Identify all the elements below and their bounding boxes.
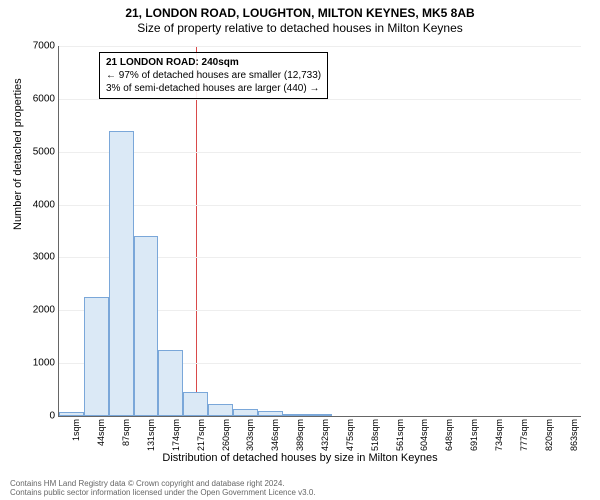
info-line-3: 3% of semi-detached houses are larger (4… [106, 82, 321, 95]
histogram-bar [84, 297, 109, 416]
histogram-bar [258, 411, 283, 416]
x-tick-label: 303sqm [245, 419, 255, 451]
footer-line-2: Contains public sector information licen… [10, 488, 316, 498]
gridline [59, 46, 581, 47]
y-tick-label: 2000 [33, 305, 59, 316]
info-box: 21 LONDON ROAD: 240sqm ← 97% of detached… [99, 52, 328, 99]
y-tick-label: 4000 [33, 199, 59, 210]
x-axis-label: Distribution of detached houses by size … [0, 452, 600, 464]
histogram-chart: 21 LONDON ROAD: 240sqm ← 97% of detached… [58, 46, 581, 417]
footer: Contains HM Land Registry data © Crown c… [10, 479, 316, 498]
x-tick-label: 475sqm [345, 419, 355, 451]
histogram-bar [233, 409, 258, 416]
x-tick-label: 777sqm [519, 419, 529, 451]
histogram-bar [308, 414, 333, 416]
info-line-1: 21 LONDON ROAD: 240sqm [106, 56, 321, 69]
x-tick-label: 44sqm [96, 419, 106, 446]
x-tick-label: 217sqm [196, 419, 206, 451]
page-title: 21, LONDON ROAD, LOUGHTON, MILTON KEYNES… [0, 6, 600, 20]
x-tick-label: 87sqm [121, 419, 131, 446]
gridline [59, 152, 581, 153]
x-tick-label: 518sqm [370, 419, 380, 451]
x-tick-label: 820sqm [544, 419, 554, 451]
marker-line [196, 46, 197, 416]
x-tick-label: 346sqm [270, 419, 280, 451]
x-tick-label: 131sqm [146, 419, 156, 451]
histogram-bar [283, 414, 308, 416]
y-tick-label: 5000 [33, 146, 59, 157]
y-tick-label: 7000 [33, 41, 59, 52]
y-axis-label: Number of detached properties [12, 78, 24, 230]
gridline [59, 99, 581, 100]
x-tick-label: 389sqm [295, 419, 305, 451]
x-tick-label: 260sqm [221, 419, 231, 451]
page-subtitle: Size of property relative to detached ho… [0, 21, 600, 35]
y-tick-label: 0 [49, 411, 59, 422]
x-tick-label: 863sqm [569, 419, 579, 451]
x-tick-label: 604sqm [419, 419, 429, 451]
x-tick-label: 691sqm [469, 419, 479, 451]
footer-line-1: Contains HM Land Registry data © Crown c… [10, 479, 316, 489]
y-tick-label: 6000 [33, 93, 59, 104]
x-tick-label: 561sqm [395, 419, 405, 451]
histogram-bar [183, 392, 208, 416]
y-tick-label: 3000 [33, 252, 59, 263]
y-tick-label: 1000 [33, 358, 59, 369]
histogram-bar [59, 412, 84, 416]
info-line-2: ← 97% of detached houses are smaller (12… [106, 69, 321, 82]
x-tick-label: 1sqm [71, 419, 81, 441]
x-tick-label: 734sqm [494, 419, 504, 451]
histogram-bar [109, 131, 134, 416]
histogram-bar [208, 404, 233, 416]
histogram-bar [134, 236, 159, 416]
x-tick-label: 432sqm [320, 419, 330, 451]
x-tick-label: 174sqm [171, 419, 181, 451]
x-tick-label: 648sqm [444, 419, 454, 451]
histogram-bar [158, 350, 183, 416]
gridline [59, 205, 581, 206]
